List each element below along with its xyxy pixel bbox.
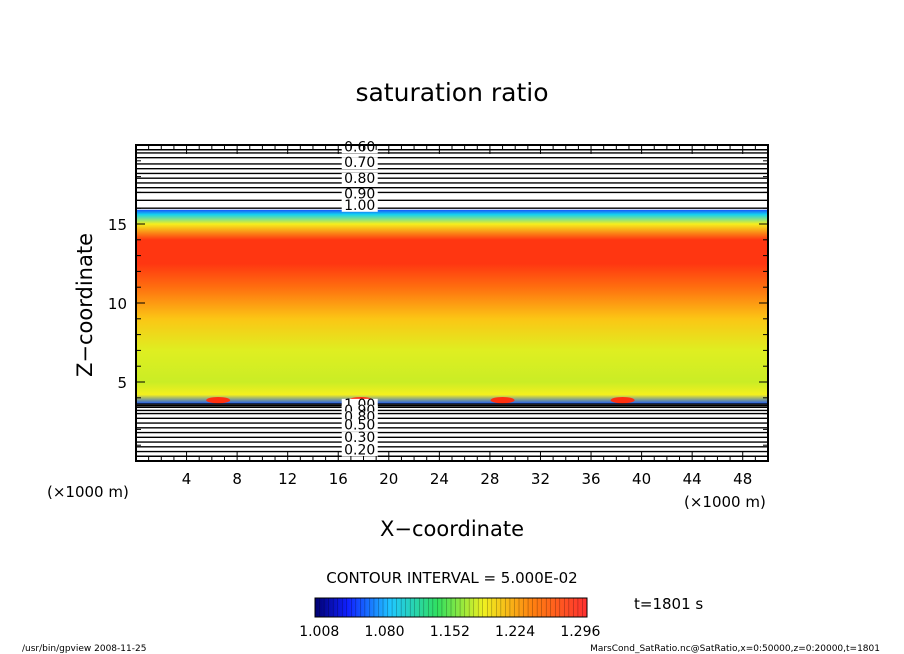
contour-label-bg <box>341 157 378 170</box>
contour-label: 0.20 <box>344 443 375 459</box>
time-label: t=1801 s <box>634 595 703 613</box>
colorbar-tick-label: 1.224 <box>495 624 535 640</box>
contour-label-bg <box>341 199 378 212</box>
x-tick-label: 48 <box>733 470 752 488</box>
x-tick-label: 12 <box>278 470 297 488</box>
x-axis-label: X−coordinate <box>380 517 524 541</box>
contour-label: 0.70 <box>344 155 375 171</box>
x-unit-right: (×1000 m) <box>684 493 766 511</box>
lower-contour-labels: 1.000.900.800.500.300.20 <box>341 397 378 459</box>
x-axis-ticks: 4 8 12 16 20 24 28 32 36 40 44 48 <box>148 145 756 488</box>
x-tick-label: 28 <box>480 470 499 488</box>
x-tick-label: 20 <box>379 470 398 488</box>
y-tick-label: 5 <box>117 374 127 392</box>
x-tick-label: 16 <box>329 470 348 488</box>
contour-label-bg <box>341 188 378 201</box>
y-tick-label: 15 <box>108 216 127 234</box>
x-tick-label: 44 <box>683 470 702 488</box>
colorbar-tick-labels: 1.008 1.080 1.152 1.224 1.296 <box>299 624 600 640</box>
colorbar <box>314 597 588 618</box>
colorbar-tick-label: 1.080 <box>364 624 404 640</box>
colorbar-tick-label: 1.008 <box>299 624 339 640</box>
contour-label-bg <box>341 172 378 185</box>
contour-label: 0.50 <box>344 417 375 433</box>
contour-label: 0.30 <box>344 430 375 446</box>
x-tick-label: 24 <box>430 470 449 488</box>
contour-label-bg <box>341 432 378 445</box>
contour-label-bg <box>341 419 378 432</box>
y-axis-ticks: 5 10 15 <box>108 160 768 446</box>
contour-interval: CONTOUR INTERVAL = 5.000E-02 <box>326 569 577 587</box>
contour-label-bg <box>341 444 378 457</box>
footer-right: MarsCond_SatRatio.nc@SatRatio,x=0:50000,… <box>590 644 880 654</box>
contour-label: 0.90 <box>344 187 375 203</box>
y-axis-label: Z−coordinate <box>73 233 97 377</box>
saturation-field <box>136 209 768 405</box>
x-tick-label: 40 <box>632 470 651 488</box>
footer-left: /usr/bin/gpview 2008-11-25 <box>22 644 146 654</box>
plot-area <box>136 145 768 461</box>
contour-label: 1.00 <box>344 198 375 214</box>
y-tick-label: 10 <box>108 295 127 313</box>
red-blob <box>610 396 635 404</box>
colorbar-tick-label: 1.296 <box>560 624 600 640</box>
x-unit-left: (×1000 m) <box>47 483 129 501</box>
red-blob <box>490 396 515 404</box>
colorbar-tick-label: 1.152 <box>430 624 470 640</box>
colorbar-stripes <box>319 598 583 617</box>
chart-title: saturation ratio <box>355 78 548 107</box>
upper-contour-labels: 0.600.700.800.901.00 <box>341 139 378 214</box>
x-tick-label: 4 <box>182 470 192 488</box>
contour-label: 0.60 <box>344 139 375 155</box>
x-tick-label: 8 <box>232 470 242 488</box>
upper-contour-lines <box>136 149 768 209</box>
contour-label: 0.80 <box>344 171 375 187</box>
x-tick-label: 32 <box>531 470 550 488</box>
lower-contour-lines <box>136 403 768 457</box>
x-tick-label: 36 <box>581 470 600 488</box>
red-blob <box>206 396 231 404</box>
